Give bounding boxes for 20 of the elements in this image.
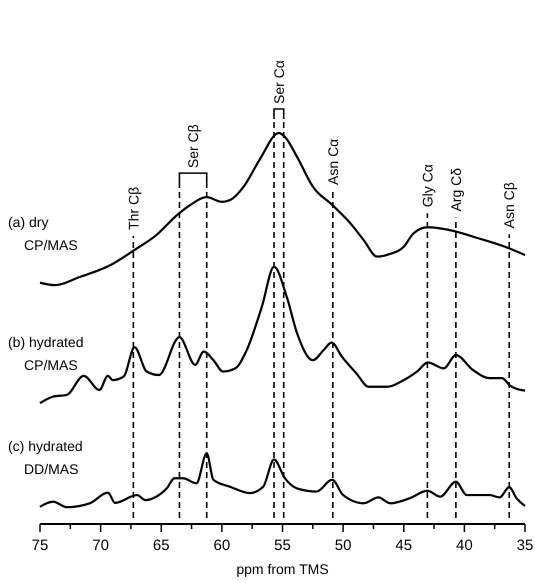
x-tick-label: 75: [32, 537, 48, 554]
series-label: (c) hydrated DD/MAS: [8, 438, 83, 477]
x-tick-label: 70: [92, 537, 109, 554]
x-axis-title: ppm from TMS: [236, 561, 329, 577]
ref-line-label: Gly Cα: [419, 164, 436, 208]
ref-line-label: Thr Cβ: [125, 186, 142, 230]
x-tick-label: 50: [334, 537, 352, 554]
ref-line-label: Ser Cβ: [185, 124, 202, 168]
x-tick-label: 55: [274, 537, 291, 554]
x-tick-label: 40: [456, 537, 473, 554]
ref-line-label: Asn Cα: [324, 138, 341, 185]
x-tick-label: 45: [395, 537, 412, 554]
x-tick-label: 35: [516, 537, 534, 554]
series-label: (b) hydrated CP/MAS: [8, 334, 84, 374]
ref-line-label: Ser Cα: [270, 60, 287, 104]
ref-line-label: Asn Cβ: [501, 182, 518, 228]
series-label: (a) dry CP/MAS: [8, 214, 78, 253]
x-tick-label: 60: [214, 537, 230, 554]
x-tick-label: 65: [152, 537, 170, 554]
ref-line-label: Arg Cδ: [448, 168, 464, 212]
